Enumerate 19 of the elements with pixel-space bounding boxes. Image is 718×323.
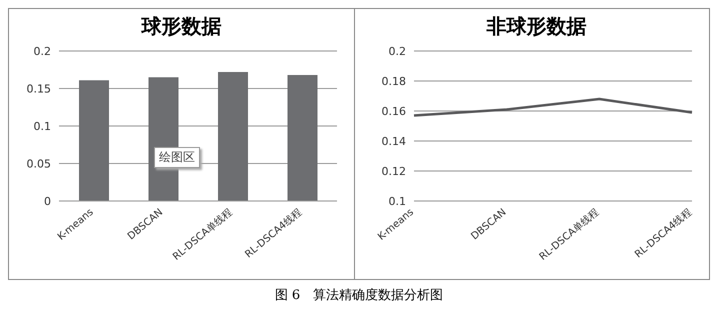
y-tick-label: 0.15 — [26, 82, 51, 96]
y-tick-label: 0.05 — [26, 157, 51, 170]
y-tick-label: 0.18 — [382, 74, 406, 88]
chart-title: 球形数据 — [140, 13, 222, 40]
bar — [79, 80, 109, 201]
y-tick-label: 0.16 — [382, 104, 406, 118]
y-tick-label: 0.2 — [34, 44, 51, 58]
annotation: 绘图区 — [154, 147, 200, 168]
y-tick-label: 0.12 — [382, 164, 406, 178]
y-tick-label: 0.2 — [388, 44, 406, 58]
y-tick-label: 0.1 — [34, 120, 51, 133]
caption: 图 6 算法精确度数据分析图 — [274, 287, 444, 304]
y-tick-label: 0.14 — [382, 134, 406, 148]
bar — [218, 72, 248, 201]
chart-title: 非球形数据 — [486, 13, 588, 40]
y-tick-label: 0.1 — [388, 194, 406, 208]
bar — [288, 75, 318, 201]
line-series — [412, 98, 694, 117]
y-tick-label: 0 — [44, 194, 51, 208]
